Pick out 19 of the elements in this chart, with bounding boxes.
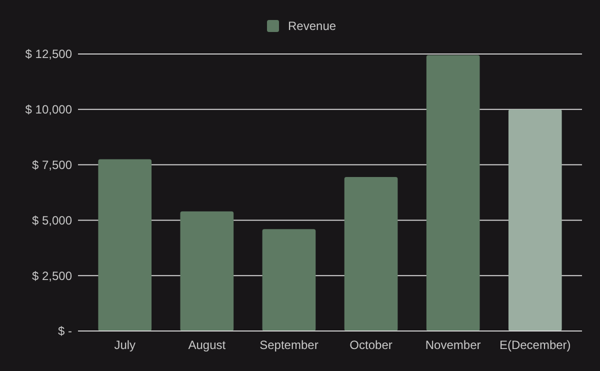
bar: [344, 176, 398, 331]
bar: [98, 159, 152, 331]
bar: [426, 55, 480, 331]
bar: [180, 211, 234, 331]
bar: [262, 229, 316, 331]
y-tick-label: $ 5,000: [32, 213, 72, 228]
x-tick-label: October: [350, 338, 392, 352]
bar: [508, 109, 562, 331]
legend-label: Revenue: [288, 19, 336, 34]
x-tick-label: November: [425, 338, 481, 352]
x-tick-label: August: [188, 338, 226, 352]
x-tick-label: September: [260, 338, 318, 352]
y-tick-label: $ 7,500: [32, 158, 72, 172]
x-tick-label: July: [114, 338, 136, 352]
y-tick-label: $ 12,500: [25, 47, 72, 62]
y-tick-label: $ -: [58, 324, 72, 338]
y-tick-label: $ 2,500: [32, 268, 72, 283]
y-tick-label: $ 10,000: [25, 102, 72, 117]
x-tick-label: E(December): [499, 338, 571, 352]
